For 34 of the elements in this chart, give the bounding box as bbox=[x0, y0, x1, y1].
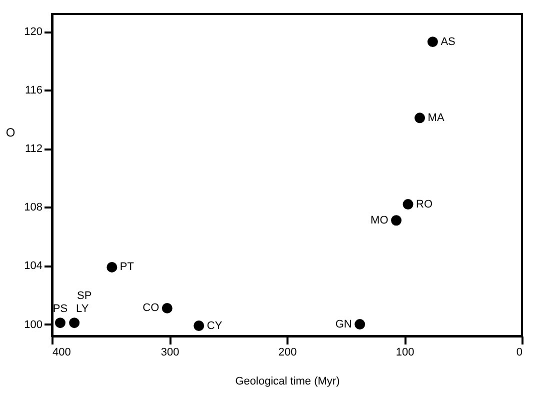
point bbox=[391, 215, 402, 226]
x-tick-label: 0 bbox=[516, 346, 522, 358]
annotation: SP bbox=[76, 290, 92, 302]
point bbox=[194, 320, 204, 331]
y-tick-label: 112 bbox=[24, 143, 42, 156]
x-tick-label: 300 bbox=[160, 346, 180, 358]
annotation: MA bbox=[428, 112, 445, 124]
annotation: PT bbox=[120, 261, 134, 274]
point bbox=[54, 318, 66, 328]
y-tick-label: 100 bbox=[24, 318, 42, 331]
x-tick-label: 100 bbox=[396, 346, 414, 358]
point bbox=[427, 36, 438, 48]
x-tick-label: 200 bbox=[278, 346, 297, 358]
annotation: LY bbox=[76, 302, 90, 315]
point bbox=[354, 319, 366, 330]
y-tick-label: 108 bbox=[24, 202, 42, 214]
x-axis-title: Geological time (Myr) bbox=[235, 376, 340, 388]
y-tick-label: 116 bbox=[24, 84, 42, 97]
y-tick-label: 104 bbox=[24, 260, 42, 272]
point bbox=[162, 302, 172, 314]
point bbox=[414, 112, 426, 124]
annotation: MO bbox=[370, 214, 389, 226]
x-tick-label: 400 bbox=[52, 346, 71, 358]
annotation: CO bbox=[142, 302, 160, 314]
annotation: RO bbox=[416, 198, 433, 210]
annotation: AS bbox=[440, 36, 456, 48]
y-axis-title: O bbox=[6, 126, 16, 140]
annotation: PS bbox=[52, 302, 68, 315]
y-tick-label: 120 bbox=[24, 26, 42, 38]
point bbox=[402, 199, 414, 210]
point bbox=[106, 262, 118, 272]
annotation: GN bbox=[335, 318, 352, 330]
point bbox=[69, 318, 80, 328]
annotation: CY bbox=[206, 320, 223, 332]
